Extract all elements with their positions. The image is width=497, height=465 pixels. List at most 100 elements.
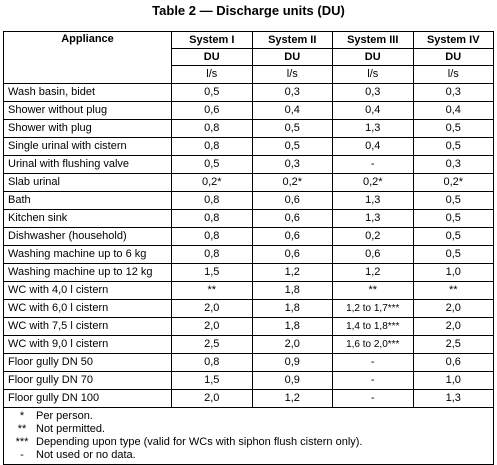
du-value-cell: 0,3 — [251, 155, 333, 174]
du-value-cell: 1,5 — [171, 371, 253, 390]
du-value-cell: ** — [332, 281, 414, 300]
du-value-cell: - — [332, 155, 414, 174]
du-value-cell: 0,5 — [171, 155, 253, 174]
header-row: Appliance System I System II System III … — [3, 31, 494, 84]
du-value-cell: 0,2* — [251, 173, 333, 192]
du-value-cell: 0,9 — [251, 353, 333, 372]
du-value-cell: 1,5 — [171, 263, 253, 282]
table-row: Shower with plug 0,8 0,5 1,3 0,5 — [3, 119, 494, 138]
unit-label: DU — [251, 48, 333, 66]
du-value-cell: 0,8 — [171, 191, 253, 210]
du-value-cell: 0,6 — [251, 209, 333, 228]
du-value-cell: 0,8 — [171, 137, 253, 156]
du-value-cell: 0,5 — [251, 137, 333, 156]
appliance-cell: Washing machine up to 6 kg — [3, 245, 172, 264]
du-value-cell: 1,4 to 1,8*** — [332, 317, 414, 336]
du-value-cell: 1,2 to 1,7*** — [332, 299, 414, 318]
du-value-cell: 0,5 — [251, 119, 333, 138]
footnote: *** Depending upon type (valid for WCs wi… — [8, 436, 489, 449]
unit: l/s — [332, 65, 414, 84]
du-value-cell: 0,6 — [332, 245, 414, 264]
appliance-cell: Floor gully DN 50 — [3, 353, 172, 372]
du-value-cell: 1,0 — [412, 371, 494, 390]
du-value-cell: 0,4 — [332, 137, 414, 156]
du-value-cell: 0,5 — [412, 119, 494, 138]
footnote-symbol: - — [20, 449, 24, 461]
du-value-cell: 0,8 — [171, 119, 253, 138]
notes-body: * Per person. ** Not permitted. *** Depending… — [3, 407, 494, 465]
du-value-cell: 0,8 — [171, 209, 253, 228]
footnote: * Per person. — [8, 410, 489, 423]
footnote-text: Per person. — [36, 410, 93, 422]
table-row: Kitchen sink 0,8 0,6 1,3 0,5 — [3, 209, 494, 228]
du-value-cell: 1,2 — [251, 389, 333, 408]
du-value-cell: 0,5 — [171, 83, 253, 102]
du-value-cell: 1,2 — [332, 263, 414, 282]
discharge-units-table: Appliance System I System II System III … — [3, 31, 494, 465]
appliance-cell: WC with 7,5 l cistern — [3, 317, 172, 336]
du-value-cell: 2,5 — [171, 335, 253, 354]
du-value-cell: 0,6 — [171, 101, 253, 120]
du-value-cell: 0,4 — [251, 101, 333, 120]
appliance-cell: Floor gully DN 100 — [3, 389, 172, 408]
du-value-cell: 0,3 — [251, 83, 333, 102]
du-value-cell: - — [332, 371, 414, 390]
appliance-cell: WC with 9,0 l cistern — [3, 335, 172, 354]
du-value-cell: - — [332, 389, 414, 408]
header-system-3: System III — [332, 31, 414, 49]
footnote: ** Not permitted. — [8, 423, 489, 436]
du-value-cell: 2,0 — [251, 335, 333, 354]
du-value-cell: 0,6 — [251, 191, 333, 210]
appliance-cell: Washing machine up to 12 kg — [3, 263, 172, 282]
du-value-cell: 2,0 — [171, 317, 253, 336]
header-appliance: Appliance — [3, 31, 172, 84]
header-system-2: System II — [251, 31, 333, 49]
page: Table 2 — Discharge units (DU) Appliance… — [3, 3, 494, 465]
unit-label: DU — [171, 48, 253, 66]
header-system-1: System I — [171, 31, 253, 49]
du-value-cell: 0,3 — [412, 83, 494, 102]
table-row: Washing machine up to 6 kg 0,8 0,6 0,6 0,5 — [3, 245, 494, 264]
du-value-cell: 2,0 — [171, 299, 253, 318]
appliance-cell: Slab urinal — [3, 173, 172, 192]
appliance-cell: WC with 6,0 l cistern — [3, 299, 172, 318]
du-value-cell: 0,2* — [412, 173, 494, 192]
table-row: Single urinal with cistern 0,8 0,5 0,4 0,5 — [3, 137, 494, 156]
notes-cell: * Per person. ** Not permitted. *** Depending… — [3, 407, 494, 465]
du-value-cell: 0,8 — [171, 227, 253, 246]
du-value-cell: 1,3 — [412, 389, 494, 408]
du-value-cell: 1,8 — [251, 281, 333, 300]
unit: l/s — [251, 65, 333, 84]
du-value-cell: 1,6 to 2,0*** — [332, 335, 414, 354]
du-value-cell: 1,3 — [332, 191, 414, 210]
appliance-cell: Floor gully DN 70 — [3, 371, 172, 390]
footnote: - Not used or no data. — [8, 449, 489, 462]
du-value-cell: 0,8 — [171, 353, 253, 372]
table-row: Wash basin, bidet 0,5 0,3 0,3 0,3 — [3, 83, 494, 102]
footnote-text: Not permitted. — [36, 423, 106, 435]
footnote-symbol: *** — [15, 436, 29, 448]
table-row: Bath 0,8 0,6 1,3 0,5 — [3, 191, 494, 210]
table-row: WC with 9,0 l cistern 2,5 2,0 1,6 to 2,0***… — [3, 335, 494, 354]
du-value-cell: ** — [412, 281, 494, 300]
du-value-cell: - — [332, 353, 414, 372]
appliance-cell: Single urinal with cistern — [3, 137, 172, 156]
du-value-cell: 1,3 — [332, 209, 414, 228]
table-row: WC with 6,0 l cistern 2,0 1,8 1,2 to 1,7***… — [3, 299, 494, 318]
du-value-cell: 0,5 — [412, 245, 494, 264]
table-row: Floor gully DN 50 0,8 0,9-0,6 — [3, 353, 494, 372]
footnote-text: Depending upon type (valid for WCs with … — [36, 436, 363, 448]
unit-row: l/s l/s l/s l/s — [4, 65, 494, 84]
du-value-cell: 0,4 — [412, 101, 494, 120]
du-value-cell: 2,0 — [412, 299, 494, 318]
table-row: Slab urinal 0,2* 0,2* 0,2* 0,2* — [3, 173, 494, 192]
du-value-cell: 1,3 — [332, 119, 414, 138]
du-value-cell: 0,2 — [332, 227, 414, 246]
du-value-cell: 0,4 — [332, 101, 414, 120]
du-value-cell: 0,9 — [251, 371, 333, 390]
du-value-cell: 0,6 — [251, 245, 333, 264]
du-value-cell: 0,3 — [412, 155, 494, 174]
table-row: Washing machine up to 12 kg 1,5 1,2 1,2 1,0 — [3, 263, 494, 282]
du-value-cell: 0,2* — [332, 173, 414, 192]
unit-label-row: DU DU DU DU — [4, 48, 494, 66]
